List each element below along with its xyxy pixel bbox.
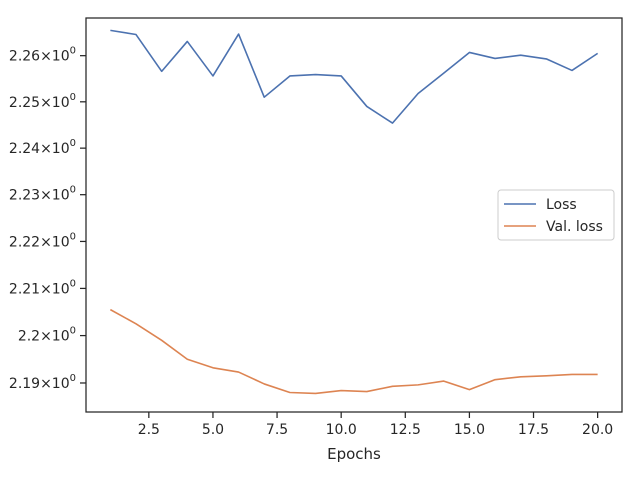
y-tick-label: 2.2×100 bbox=[18, 326, 76, 345]
x-tick-label: 10.0 bbox=[326, 422, 357, 438]
series-line-0 bbox=[110, 29, 599, 124]
y-tick-label: 2.24×100 bbox=[9, 138, 76, 157]
x-tick-label: 15.0 bbox=[454, 422, 485, 438]
y-tick-label: 2.25×100 bbox=[9, 92, 76, 111]
x-tick-label: 7.5 bbox=[266, 422, 288, 438]
y-axis-ticks: 2.19×100 2.2×100 2.21×100 2.22×100 2.23×100 2… bbox=[9, 46, 86, 392]
legend-label-0: Loss bbox=[546, 197, 577, 213]
y-tick-label: 2.23×100 bbox=[9, 185, 76, 204]
y-tick-label: 2.19×100 bbox=[9, 373, 76, 392]
plot-frame bbox=[85, 17, 623, 413]
y-tick-label: 2.21×100 bbox=[9, 278, 76, 297]
legend-box bbox=[497, 189, 615, 241]
legend: Loss Val. loss bbox=[497, 189, 615, 241]
y-tick-label: 2.22×100 bbox=[9, 231, 76, 250]
legend-label-1: Val. loss bbox=[546, 219, 603, 235]
x-tick-label: 5.0 bbox=[202, 422, 224, 438]
x-tick-label: 17.5 bbox=[518, 422, 549, 438]
x-tick-label: 20.0 bbox=[582, 422, 613, 438]
x-axis-label: Epochs bbox=[327, 445, 381, 463]
series-line-1 bbox=[109, 308, 598, 395]
x-tick-label: 12.5 bbox=[390, 422, 421, 438]
series-lines bbox=[109, 29, 599, 395]
x-axis-ticks: 2.5 5.0 7.5 10.0 12.5 15.0 17.5 20.0 bbox=[138, 412, 613, 438]
y-tick-label: 2.26×100 bbox=[9, 46, 76, 65]
x-tick-label: 2.5 bbox=[138, 422, 160, 438]
